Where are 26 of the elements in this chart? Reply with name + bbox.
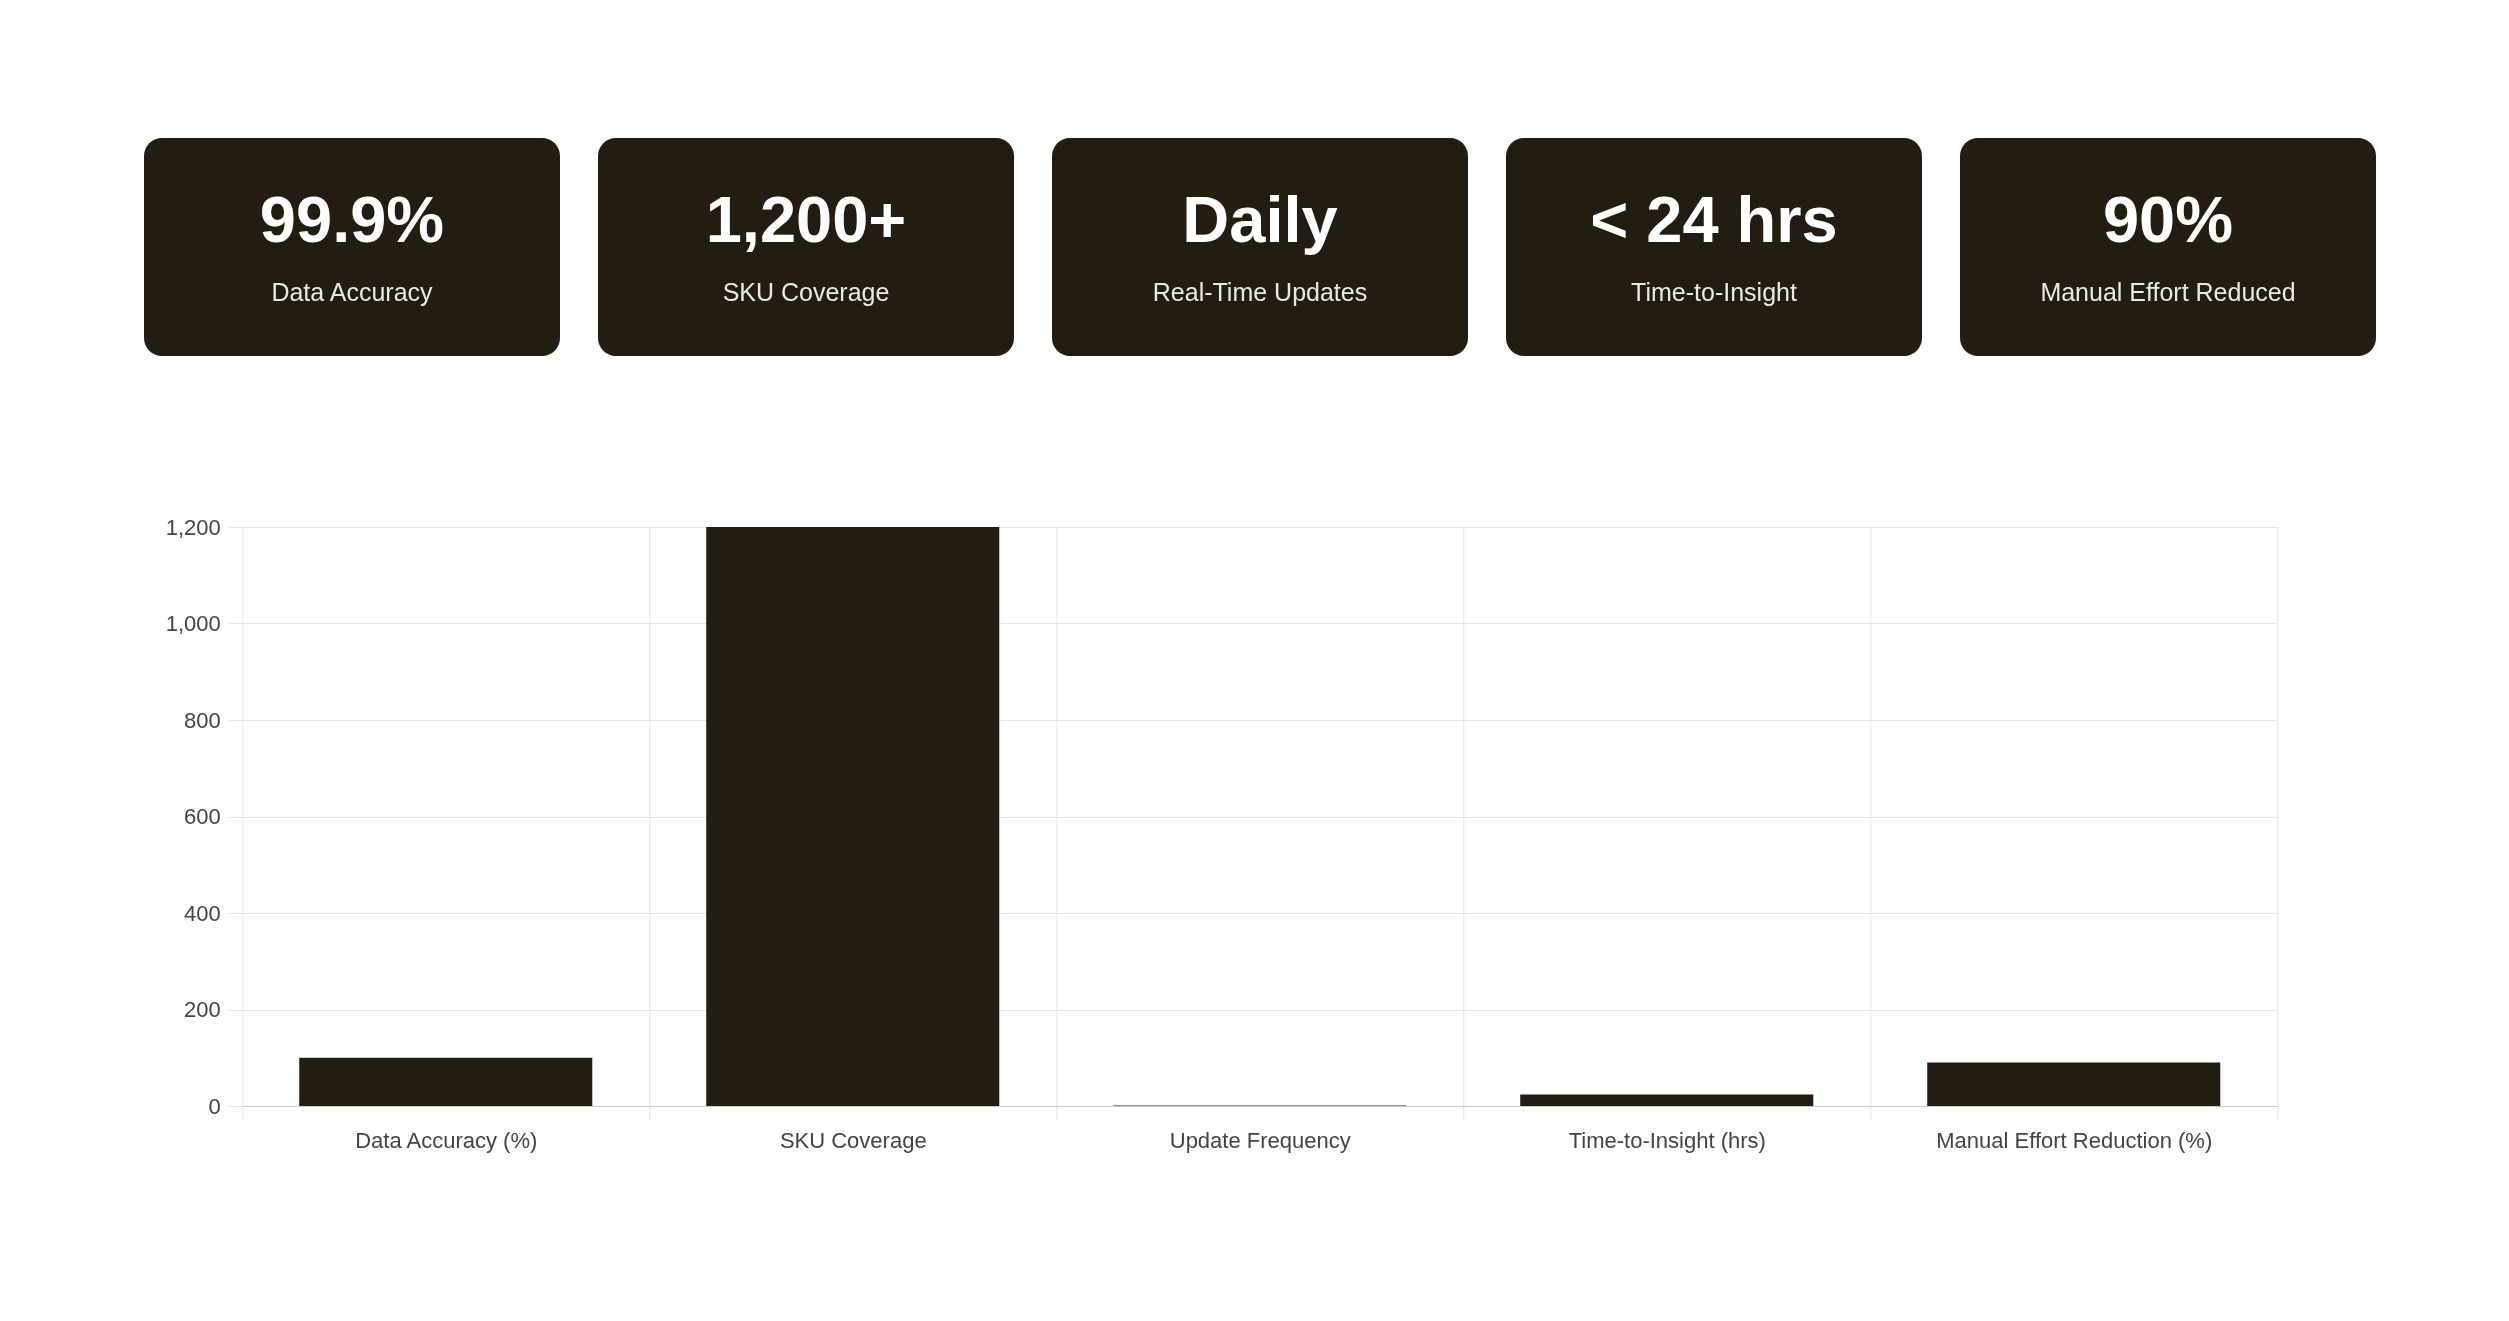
bar [1927,1062,2221,1106]
text: Time-to-Insight [1631,278,1797,306]
x-tick-label: Time-to-Insight (hrs) [1568,1127,1766,1153]
text: SKU Coverage [722,278,890,306]
bar [706,527,1000,1106]
text: 90% [2102,183,2234,256]
text: 1,200+ [705,183,907,256]
text: < 24 hrs [1590,183,1838,256]
bar [299,1057,593,1106]
text: 99.9% [259,183,445,256]
y-tick-label: 600 [184,804,221,829]
y-tick-label: 0 [208,1093,221,1119]
text: Manual Effort Reduced [2040,278,2296,306]
y-tick-label: 400 [184,900,221,926]
text: Real-Time Updates [1152,278,1368,306]
x-tick-label: SKU Coverage [779,1127,927,1153]
y-tick-label: 1,200 [165,514,221,540]
y-tick-label: 200 [184,997,221,1022]
x-tick-label: Manual Effort Reduction (%) [1936,1127,2213,1153]
bar [1520,1094,1814,1106]
y-tick-label: 1,000 [165,611,221,636]
x-tick-label: Data Accuracy (%) [355,1127,538,1153]
text: Daily [1182,183,1338,256]
text: Data Accuracy [271,278,434,306]
x-tick-label: Update Frequency [1169,1127,1351,1153]
y-tick-label: 800 [184,707,221,733]
